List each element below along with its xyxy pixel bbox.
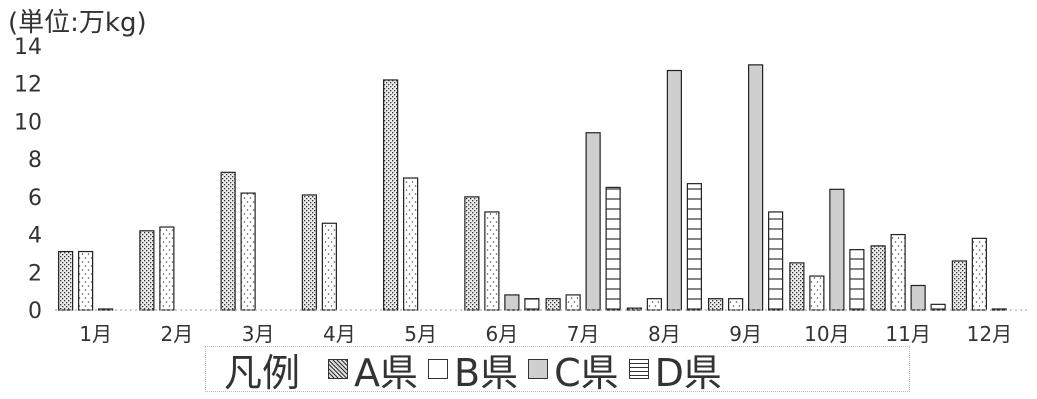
legend: 凡例 A県 B県 C県 D県	[205, 346, 910, 395]
bar-chart: 0 2 4 6 8 10 12 14 1月 2月 3月 4月 5月 6月 7月 8月 9月 10月 11月 12月	[14, 35, 1030, 345]
bar-2-3	[240, 192, 256, 311]
bar-1-5	[383, 79, 399, 311]
y-tick-label: 6	[28, 186, 42, 211]
bar-1-3	[220, 171, 236, 311]
bar-3-10	[829, 188, 845, 311]
x-tick-label: 9月	[729, 322, 762, 345]
y-tick-label: 2	[28, 261, 42, 286]
legend-label-c: C県	[554, 350, 619, 395]
x-tick-label: 2月	[161, 322, 194, 345]
bar-1-9	[708, 298, 724, 311]
legend-swatch-b	[428, 359, 449, 379]
x-tick-label: 12月	[967, 322, 1012, 345]
y-tick-label: 8	[28, 148, 42, 173]
x-tick-label: 3月	[242, 322, 275, 345]
bar-2-9	[728, 298, 744, 311]
bar-1-12	[951, 260, 967, 311]
bar-2-4	[321, 222, 337, 311]
bar-3-6	[504, 294, 520, 311]
legend-swatch-a	[328, 359, 349, 379]
bars	[58, 64, 1007, 311]
x-tick-label: 1月	[79, 322, 112, 345]
legend-item-d: D県	[628, 342, 722, 397]
legend-item-a: A県	[328, 342, 418, 397]
bar-3-7	[585, 132, 601, 311]
bar-4-9	[768, 211, 784, 311]
y-tick-label: 14	[14, 35, 42, 60]
bar-2-5	[403, 177, 419, 311]
bar-2-2	[159, 226, 175, 311]
x-axis: 1月 2月 3月 4月 5月 6月 7月 8月 9月 10月 11月 12月	[55, 309, 1030, 345]
x-tick-label: 10月	[804, 322, 849, 345]
bar-2-10	[809, 275, 825, 311]
bar-4-11	[930, 303, 946, 311]
bar-3-11	[910, 284, 926, 311]
legend-item-c: C県	[528, 342, 619, 397]
bar-4-6	[524, 298, 540, 311]
bar-1-1	[58, 250, 74, 311]
x-tick-label: 4月	[323, 322, 356, 345]
bar-2-1	[78, 250, 94, 311]
bar-1-7	[545, 298, 561, 311]
bar-3-8	[666, 69, 682, 311]
bar-2-8	[646, 298, 662, 311]
y-tick-label: 0	[28, 299, 42, 324]
legend-label-a: A県	[354, 350, 419, 395]
bar-4-8	[686, 183, 702, 311]
bar-2-6	[484, 211, 500, 311]
unit-label: (単位:万kg)	[8, 8, 147, 38]
x-tick-label: 7月	[567, 322, 600, 345]
legend-swatch-d	[628, 359, 649, 379]
bar-1-11	[870, 245, 886, 311]
legend-item-b: B県	[428, 342, 518, 397]
bar-1-10	[789, 262, 805, 311]
bar-1-6	[464, 196, 480, 311]
bar-1-2	[139, 230, 155, 311]
x-tick-label: 6月	[486, 322, 519, 345]
y-tick-label: 10	[14, 110, 42, 135]
legend-label-d: D県	[654, 350, 722, 395]
bar-3-12	[991, 308, 1007, 311]
x-tick-label: 8月	[648, 322, 681, 345]
x-tick-label: 11月	[885, 322, 930, 345]
x-tick-label: 5月	[404, 322, 437, 345]
bar-4-10	[849, 249, 865, 311]
y-tick-label: 4	[28, 224, 42, 249]
y-axis: 0 2 4 6 8 10 12 14	[14, 35, 42, 324]
legend-label-b: B県	[454, 350, 519, 395]
legend-title: 凡例	[224, 350, 301, 395]
bar-2-7	[565, 294, 581, 311]
bar-1-4	[301, 194, 317, 311]
y-tick-label: 12	[14, 73, 42, 98]
bar-2-12	[971, 237, 987, 311]
bar-3-9	[748, 64, 764, 311]
bar-2-11	[890, 233, 906, 311]
bar-1-8	[626, 307, 642, 311]
legend-swatch-c	[528, 359, 549, 379]
bar-4-7	[605, 186, 621, 311]
